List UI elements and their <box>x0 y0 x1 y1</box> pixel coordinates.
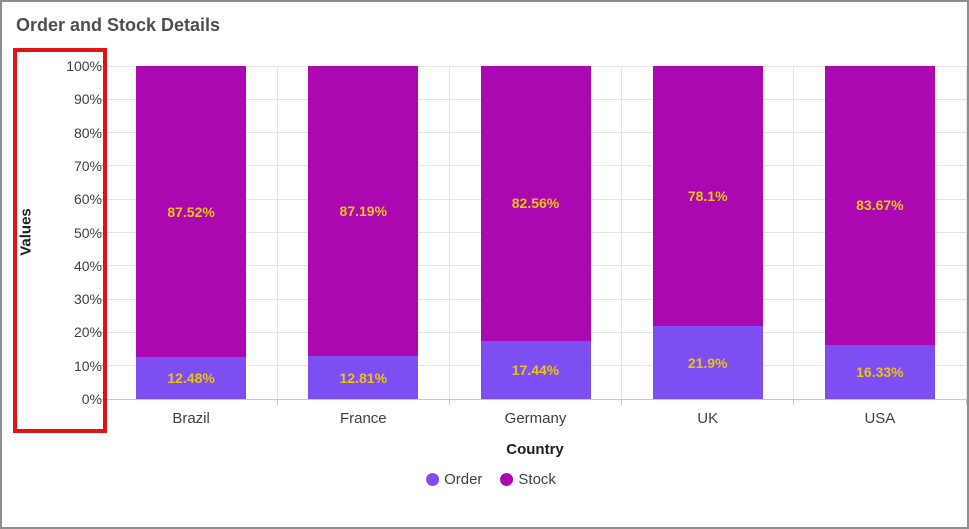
y-axis-tick <box>99 65 105 67</box>
y-tick-label: 30% <box>73 291 102 308</box>
y-axis-tick <box>99 98 105 100</box>
gridline <box>621 66 623 399</box>
y-axis-tick <box>99 298 105 300</box>
y-tick-label: 10% <box>73 357 102 374</box>
x-axis-tick <box>276 399 278 405</box>
x-tick-label-uk: UK <box>697 410 719 427</box>
legend-item-order[interactable]: Order <box>426 471 482 488</box>
bar-stock-usa[interactable]: 83.67% <box>824 66 935 345</box>
y-axis-tick <box>99 132 105 134</box>
highlight-box <box>13 48 107 433</box>
x-axis-tick <box>793 399 795 405</box>
x-tick-label-brazil: Brazil <box>172 410 210 427</box>
bar-stock-germany[interactable]: 82.56% <box>480 66 591 341</box>
y-tick-label: 60% <box>73 191 102 208</box>
bar-stock-france[interactable]: 87.19% <box>308 66 419 357</box>
data-label: 17.44% <box>511 361 560 378</box>
legend-label-order: Order <box>444 471 483 488</box>
bar-order-uk[interactable]: 21.9% <box>652 326 763 399</box>
data-label: 12.48% <box>167 370 215 387</box>
legend-label-stock: Stock <box>518 471 556 488</box>
data-label: 82.56% <box>511 195 560 212</box>
y-axis-tick <box>99 232 105 233</box>
data-label: 12.81% <box>339 369 388 386</box>
x-axis-title: Country <box>506 441 564 458</box>
gridline <box>448 66 450 399</box>
legend: Order Stock <box>426 471 556 488</box>
y-axis-tick <box>99 165 105 167</box>
y-tick-label: 80% <box>73 124 102 141</box>
y-axis-tick <box>99 398 105 400</box>
gridline <box>965 66 967 399</box>
bar-order-brazil[interactable]: 12.48% <box>136 357 247 399</box>
bar-stock-brazil[interactable]: 87.52% <box>136 66 247 358</box>
data-label: 21.9% <box>687 354 728 371</box>
legend-marker-stock-icon <box>500 473 514 486</box>
y-tick-label: 20% <box>73 324 102 341</box>
x-tick-label-usa: USA <box>864 410 896 427</box>
bar-order-france[interactable]: 12.81% <box>308 356 419 399</box>
y-tick-label: 70% <box>73 157 102 174</box>
data-label: 78.1% <box>687 188 728 205</box>
x-tick-label-france: France <box>339 410 387 427</box>
y-tick-label: 40% <box>73 257 102 274</box>
y-axis-tick <box>99 331 105 333</box>
x-axis-tick <box>621 399 623 405</box>
y-tick-label: 100% <box>66 58 102 74</box>
y-axis-tick <box>99 365 105 367</box>
x-axis-tick <box>965 399 967 405</box>
y-tick-label: 90% <box>73 91 102 108</box>
x-tick-label-germany: Germany <box>504 410 567 427</box>
x-axis-tick <box>448 399 450 405</box>
y-tick-label: 50% <box>73 224 102 241</box>
legend-marker-order-icon <box>426 473 440 486</box>
bar-order-usa[interactable]: 16.33% <box>824 344 935 399</box>
x-axis-line <box>105 398 966 400</box>
gridline <box>276 66 278 399</box>
bar-order-germany[interactable]: 17.44% <box>480 340 591 399</box>
data-label: 83.67% <box>856 197 904 214</box>
data-label: 16.33% <box>856 363 904 380</box>
legend-item-stock[interactable]: Stock <box>500 471 556 488</box>
y-axis-tick <box>99 198 105 200</box>
data-label: 87.19% <box>339 203 388 220</box>
y-axis-tick <box>99 265 105 267</box>
bar-stock-uk[interactable]: 78.1% <box>652 66 763 327</box>
y-tick-label: 0% <box>81 391 102 407</box>
gridline <box>793 66 795 399</box>
chart-title: Order and Stock Details <box>16 15 221 35</box>
data-label: 87.52% <box>167 203 215 220</box>
